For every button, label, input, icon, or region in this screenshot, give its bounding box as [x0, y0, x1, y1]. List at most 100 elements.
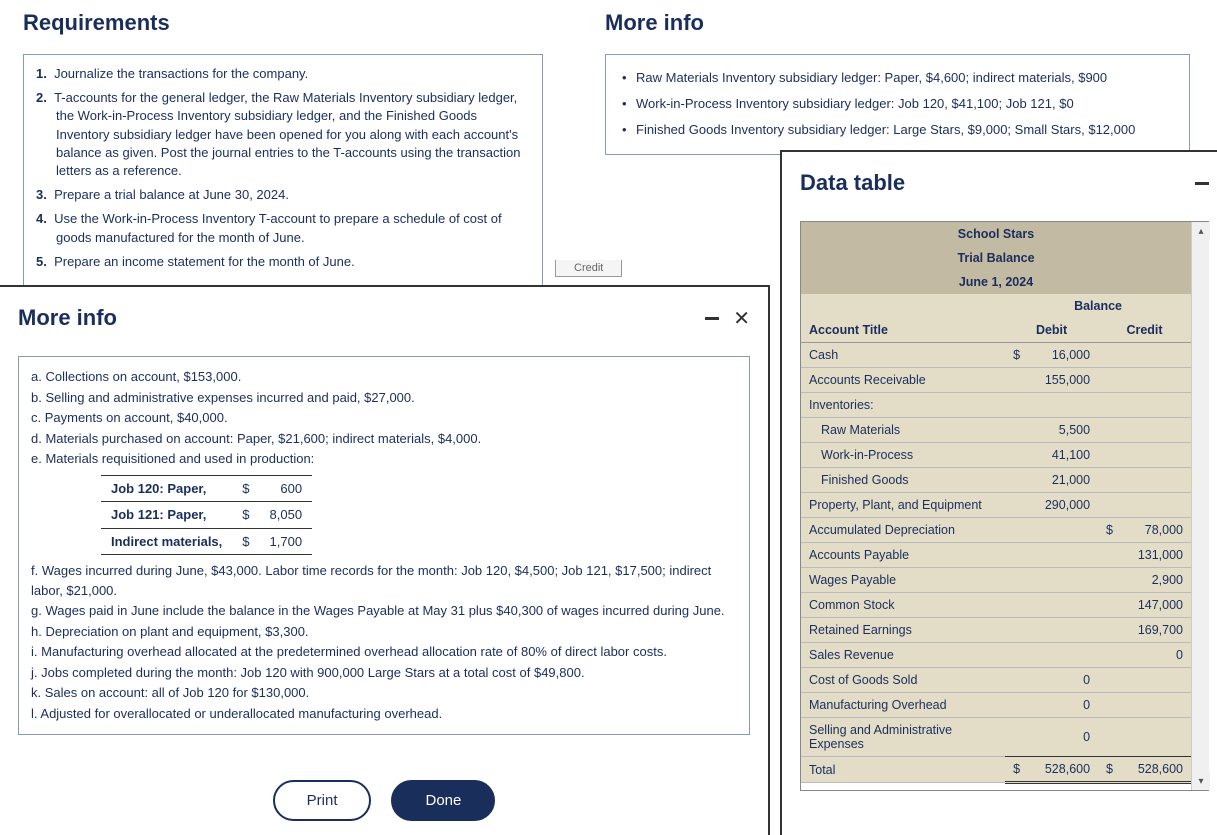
total-label: Total [801, 757, 1005, 783]
credit-sym [1098, 443, 1121, 468]
trial-row: Wages Payable2,900 [801, 568, 1191, 593]
req-item-3: 3. Prepare a trial balance at June 30, 2… [36, 186, 530, 204]
dollar-symbol: $ [232, 528, 259, 555]
trans-e: e. Materials requisitioned and used in p… [31, 449, 737, 469]
trial-row: Raw Materials5,500 [801, 418, 1191, 443]
account-name: Accounts Receivable [801, 368, 1005, 393]
debit-val [1028, 593, 1098, 618]
credit-sym [1098, 493, 1121, 518]
ledger-bullets: Raw Materials Inventory subsidiary ledge… [618, 65, 1177, 144]
requirements-box: 1. Journalize the transactions for the c… [23, 54, 543, 288]
trial-row: Cash$16,000 [801, 343, 1191, 368]
debit-val [1028, 543, 1098, 568]
trans-k: k. Sales on account: all of Job 120 for … [31, 683, 737, 703]
account-name: Inventories: [801, 393, 1005, 418]
trial-balance-header: Balance [801, 294, 1191, 318]
col-debit: Debit [1005, 318, 1098, 343]
trans-f: f. Wages incurred during June, $43,000. … [31, 561, 737, 600]
debit-sym [1005, 393, 1028, 418]
credit-val: 131,000 [1121, 543, 1191, 568]
credit-tab-fragment: Credit [555, 260, 622, 277]
credit-sym [1098, 718, 1121, 757]
debit-val [1028, 618, 1098, 643]
account-name: Sales Revenue [801, 643, 1005, 668]
scroll-down-icon[interactable]: ▾ [1192, 772, 1210, 790]
credit-sym [1098, 468, 1121, 493]
account-name: Accumulated Depreciation [801, 518, 1005, 543]
moreinfo-top-title: More info [605, 10, 1190, 36]
minimize-icon[interactable] [705, 317, 719, 320]
req-item-2: 2. T-accounts for the general ledger, th… [36, 89, 530, 180]
account-name: Cost of Goods Sold [801, 668, 1005, 693]
scrollbar[interactable]: ▴ ▾ [1191, 222, 1209, 790]
debit-val: 16,000 [1028, 343, 1098, 368]
debit-sym [1005, 718, 1028, 757]
close-icon[interactable]: ✕ [733, 306, 750, 331]
credit-val [1121, 693, 1191, 718]
trans-g: g. Wages paid in June include the balanc… [31, 601, 737, 621]
debit-sym [1005, 418, 1028, 443]
trial-row: Accumulated Depreciation$78,000 [801, 518, 1191, 543]
trial-report-row: Trial Balance [801, 246, 1191, 270]
credit-val [1121, 368, 1191, 393]
debit-sym [1005, 568, 1028, 593]
account-name: Manufacturing Overhead [801, 693, 1005, 718]
trial-row: Accounts Receivable155,000 [801, 368, 1191, 393]
ledger-bullet-2: Work-in-Process Inventory subsidiary led… [618, 91, 1177, 117]
trial-row: Sales Revenue0 [801, 643, 1191, 668]
credit-val [1121, 443, 1191, 468]
material-label: Indirect materials, [101, 528, 232, 555]
material-value: 600 [260, 475, 313, 502]
trial-row: Work-in-Process 41,100 [801, 443, 1191, 468]
debit-sym [1005, 468, 1028, 493]
credit-val: 169,700 [1121, 618, 1191, 643]
account-name: Common Stock [801, 593, 1005, 618]
print-button[interactable]: Print [273, 780, 372, 821]
table-row: Job 121: Paper, $ 8,050 [101, 502, 312, 529]
credit-sym [1098, 368, 1121, 393]
dollar-symbol: $ [232, 502, 259, 529]
trans-b: b. Selling and administrative expenses i… [31, 388, 737, 408]
debit-sym [1005, 368, 1028, 393]
table-row: Indirect materials, $ 1,700 [101, 528, 312, 555]
debit-val: 0 [1028, 668, 1098, 693]
debit-val: 0 [1028, 718, 1098, 757]
trans-i: i. Manufacturing overhead allocated at t… [31, 642, 737, 662]
ledger-bullet-3: Finished Goods Inventory subsidiary ledg… [618, 117, 1177, 143]
debit-val [1028, 568, 1098, 593]
account-name: Work-in-Process [801, 443, 1005, 468]
req-item-5: 5. Prepare an income statement for the m… [36, 253, 530, 271]
moreinfo-top-panel: More info Raw Materials Inventory subsid… [590, 0, 1205, 165]
total-debit-sym: $ [1005, 757, 1028, 783]
total-credit: 528,600 [1121, 757, 1191, 783]
credit-val [1121, 668, 1191, 693]
trial-row: Finished Goods21,000 [801, 468, 1191, 493]
trans-a: a. Collections on account, $153,000. [31, 367, 737, 387]
done-button[interactable]: Done [391, 780, 495, 821]
debit-sym [1005, 668, 1028, 693]
scroll-up-icon[interactable]: ▴ [1192, 222, 1210, 240]
datatable-header: Data table [800, 170, 1209, 196]
minimize-icon[interactable] [1195, 182, 1209, 185]
credit-sym [1098, 343, 1121, 368]
moreinfo-bottom-title: More info [18, 305, 117, 331]
datatable-panel: Data table School Stars Trial Balance Ju… [780, 150, 1217, 835]
table-row: Job 120: Paper, $ 600 [101, 475, 312, 502]
trial-row: Manufacturing Overhead0 [801, 693, 1191, 718]
debit-sym [1005, 518, 1028, 543]
debit-sym [1005, 493, 1028, 518]
debit-val: 41,100 [1028, 443, 1098, 468]
debit-val [1028, 643, 1098, 668]
credit-sym: $ [1098, 518, 1121, 543]
debit-val: 21,000 [1028, 468, 1098, 493]
trans-c: c. Payments on account, $40,000. [31, 408, 737, 428]
trial-date-row: June 1, 2024 [801, 270, 1191, 294]
trial-balance-table: School Stars Trial Balance June 1, 2024 … [801, 222, 1191, 784]
debit-val [1028, 518, 1098, 543]
trial-row: Selling and Administrative Expenses0 [801, 718, 1191, 757]
debit-sym: $ [1005, 343, 1028, 368]
account-name: Raw Materials [801, 418, 1005, 443]
credit-sym [1098, 643, 1121, 668]
materials-table: Job 120: Paper, $ 600 Job 121: Paper, $ … [101, 475, 312, 556]
req-item-1: 1. Journalize the transactions for the c… [36, 65, 530, 83]
